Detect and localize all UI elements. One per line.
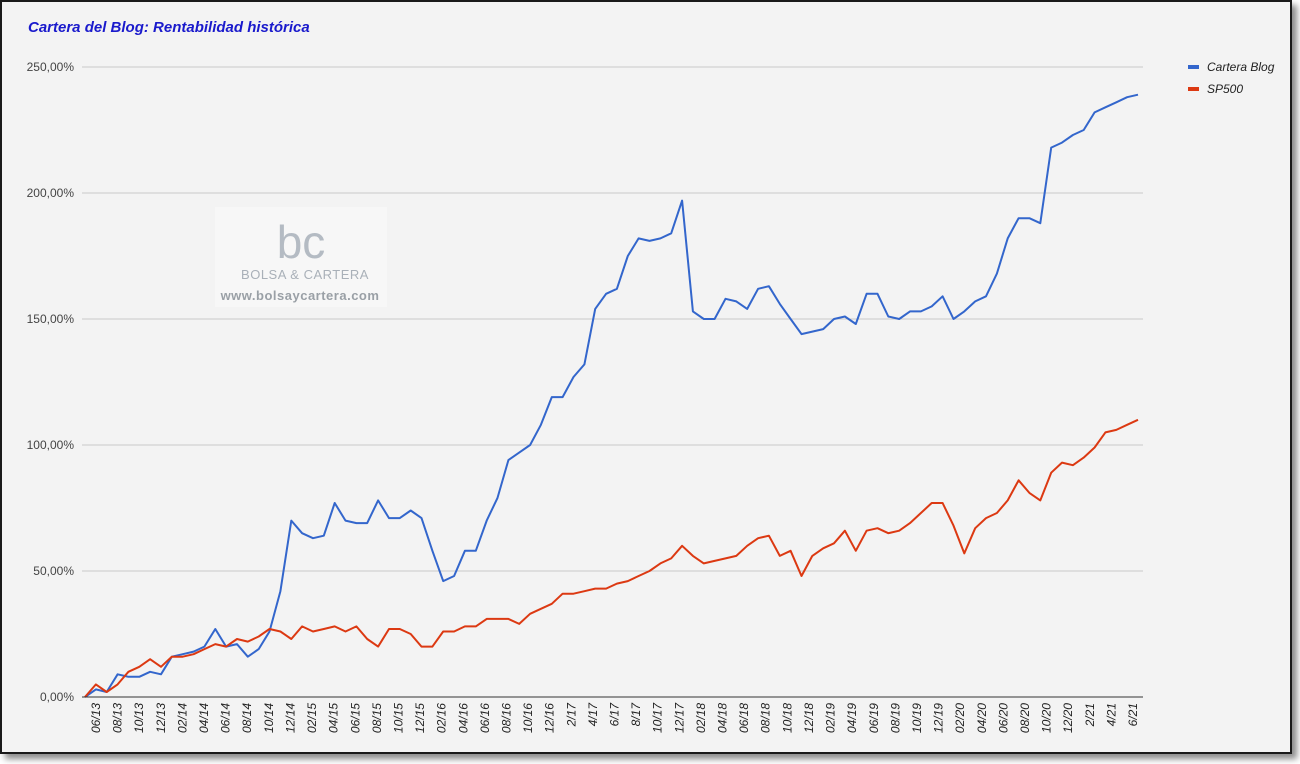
- x-tick-label: 4/21: [1104, 703, 1118, 726]
- x-tick-label: 02/16: [435, 703, 449, 733]
- x-tick-label: 08/19: [888, 703, 902, 733]
- watermark-brand: BOLSA & CARTERA: [241, 267, 369, 282]
- x-tick-label: 04/15: [327, 703, 341, 733]
- x-tick-label: 04/16: [456, 703, 470, 733]
- x-tick-label: 6/17: [608, 702, 622, 727]
- gridlines: [82, 66, 1143, 572]
- x-tick-label: 06/13: [89, 703, 103, 733]
- x-tick-label: 06/14: [219, 703, 233, 733]
- x-tick-label: 06/19: [867, 703, 881, 733]
- legend-swatch: [1188, 65, 1199, 69]
- x-tick-label: 12/19: [932, 703, 946, 733]
- y-tick-label: 200,00%: [27, 186, 75, 200]
- x-tick-label: 06/18: [737, 703, 751, 733]
- x-tick-label: 10/14: [262, 703, 276, 733]
- x-tick-label: 06/16: [478, 703, 492, 733]
- legend: Cartera Blog SP500: [1188, 60, 1275, 96]
- watermark: bc BOLSA & CARTERA www.bolsaycartera.com: [215, 207, 387, 307]
- x-tick-label: 2/21: [1083, 703, 1097, 727]
- x-tick-label: 04/20: [975, 703, 989, 733]
- x-tick-label: 08/13: [111, 703, 125, 733]
- x-tick-label: 04/19: [845, 703, 859, 733]
- x-tick-label: 02/18: [694, 703, 708, 733]
- chart-title: Cartera del Blog: Rentabilidad histórica: [28, 19, 310, 36]
- x-tick-label: 12/20: [1061, 703, 1075, 733]
- x-tick-label: 10/19: [910, 703, 924, 733]
- x-tick-label: 02/14: [175, 703, 189, 733]
- x-tick-label: 06/20: [996, 703, 1010, 733]
- x-tick-label: 6/21: [1126, 703, 1140, 726]
- x-tick-label: 8/17: [629, 702, 643, 727]
- x-tick-label: 10/13: [132, 703, 146, 733]
- x-tick-label: 08/18: [759, 703, 773, 733]
- x-tick-label: 10/15: [392, 703, 406, 733]
- x-tick-label: 12/14: [283, 703, 297, 733]
- y-tick-label: 100,00%: [27, 438, 75, 452]
- x-tick-label: 12/16: [543, 703, 557, 733]
- legend-label: Cartera Blog: [1207, 60, 1275, 74]
- watermark-background: [215, 207, 387, 307]
- x-tick-label: 12/17: [672, 702, 686, 733]
- y-tick-label: 250,00%: [27, 60, 75, 74]
- x-tick-label: 10/17: [651, 702, 665, 733]
- series-lines: [84, 93, 1139, 698]
- x-tick-label: 2/17: [564, 702, 578, 728]
- x-tick-label: 02/15: [305, 703, 319, 733]
- x-tick-label: 02/20: [953, 703, 967, 733]
- watermark-logo: bc: [277, 216, 326, 268]
- x-tick-label: 08/20: [1018, 703, 1032, 733]
- x-tick-label: 08/14: [240, 703, 254, 733]
- y-tick-label: 0,00%: [40, 690, 74, 704]
- y-tick-label: 150,00%: [27, 312, 75, 326]
- x-tick-label: 08/15: [370, 703, 384, 733]
- x-tick-label: 04/18: [716, 703, 730, 733]
- x-tick-label: 10/20: [1040, 703, 1054, 733]
- x-tick-label: 12/15: [413, 703, 427, 733]
- legend-label: SP500: [1207, 82, 1243, 96]
- x-tick-label: 10/18: [780, 703, 794, 733]
- y-axis-ticks: 0,00% 50,00% 100,00% 150,00% 200,00% 250,00%: [27, 60, 75, 704]
- x-tick-label: 12/18: [802, 703, 816, 733]
- series-line-cartera-blog: [84, 93, 1139, 698]
- x-tick-label: 08/16: [500, 703, 514, 733]
- x-tick-label: 12/13: [154, 703, 168, 733]
- y-tick-label: 50,00%: [33, 564, 74, 578]
- series-line-sp500: [84, 418, 1139, 698]
- x-tick-label: 10/16: [521, 703, 535, 733]
- watermark-url: www.bolsaycartera.com: [220, 288, 380, 303]
- x-tick-label: 04/14: [197, 703, 211, 733]
- x-tick-label: 02/19: [824, 703, 838, 733]
- x-axis-ticks: 06/13 08/13 10/13 12/13 02/14 04/14 06/14 08/14…: [89, 702, 1140, 733]
- x-tick-label: 4/17: [586, 702, 600, 727]
- x-tick-label: 06/15: [348, 703, 362, 733]
- legend-swatch: [1188, 87, 1199, 91]
